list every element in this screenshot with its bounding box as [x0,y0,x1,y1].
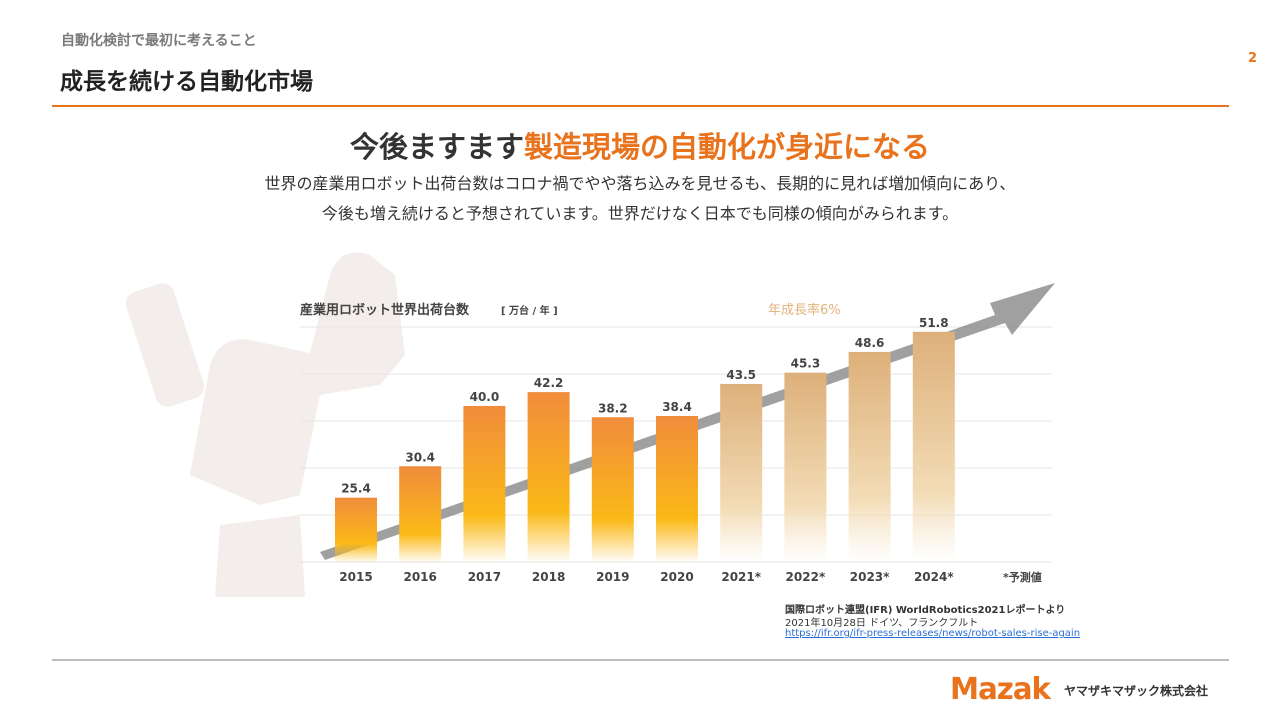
headline: 今後ますます製造現場の自動化が身近になる [0,124,1280,166]
chart-x-tick-label: 2018 [532,570,565,584]
robot-arm-silhouette [125,252,405,597]
chart-x-tick-label: 2021* [721,570,761,584]
chart-value-label: 25.4 [341,482,371,496]
chart-bar-2016 [399,466,442,563]
body-text-line-2: 今後も増え続けると予想されています。世界だけなく日本でも同様の傾向がみられます。 [321,204,959,223]
chart-x-tick-label: 2022* [786,570,826,584]
chart-value-label: 38.4 [662,400,692,414]
source-link[interactable]: https://ifr.org/ifr-press-releases/news/… [785,628,1081,639]
growth-rate-annotation: 年成長率6% [768,302,841,318]
mazak-logo: Mazak [950,672,1052,704]
chart-x-tick-label: 2016 [403,570,436,584]
chart-value-label: 48.6 [855,336,885,350]
chart-bar-2022 [784,372,827,563]
source-citation: 国際ロボット連盟(IFR) WorldRobotics2021レポートより [785,605,1066,616]
chart-x-tick-label: 2015 [339,570,372,584]
chart-value-label: 42.2 [534,376,564,390]
chart-x-tick-labels: 2015 2016 2017 2018 2019 2020 2021* 2022* 2023* 2… [339,570,954,584]
section-kicker: 自動化検討で最初に考えること [61,33,257,49]
chart-value-labels: 25.4 30.4 40.0 42.2 38.2 38.4 43.5 45.3 48.6 51.8 [341,316,948,496]
chart-bar-2015 [335,497,377,563]
chart-bar-2024 [912,331,955,563]
chart-x-tick-label: 2023* [850,570,890,584]
svg-text:Mazak: Mazak [950,672,1052,704]
chart-unit-label: [ 万台 / 年 ] [501,304,558,317]
chart-title: 産業用ロボット世界出荷台数 [300,302,470,318]
chart-value-label: 40.0 [470,390,500,404]
chart-value-label: 51.8 [919,316,949,330]
chart-bar-2023 [848,351,891,563]
chart-bar-2021 [720,383,763,563]
chart-bar-2019 [591,417,634,563]
chart-x-tick-label: 2020 [660,570,693,584]
slide-title: 成長を続ける自動化市場 [60,69,313,95]
robot-shipments-chart: 産業用ロボット世界出荷台数 [ 万台 / 年 ] 年成長率6% 25.4 30.4… [125,252,1055,597]
header-divider [52,105,1229,107]
chart-value-label: 38.2 [598,401,628,415]
chart-bar-2018 [527,392,570,563]
chart-x-tick-label: 2024* [914,570,954,584]
company-name: ヤマザキマザック株式会社 [1064,684,1209,698]
chart-bar-2020 [656,416,698,563]
chart-value-label: 45.3 [791,357,821,371]
headline-highlight: 製造現場の自動化が身近になる [524,130,931,164]
chart-x-tick-label: 2019 [596,570,629,584]
footer-divider [52,659,1229,661]
chart-bar-2017 [463,405,506,563]
chart-bars [335,331,955,563]
forecast-note: *予測値 [1003,570,1042,584]
chart-value-label: 30.4 [405,450,435,464]
chart-x-tick-label: 2017 [468,570,501,584]
source-date: 2021年10月28日 ドイツ、フランクフルト [785,618,979,629]
page-number: 2 [1248,51,1258,66]
chart-value-label: 43.5 [726,368,756,382]
headline-lead: 今後ますます [349,130,524,164]
body-text-line-1: 世界の産業用ロボット出荷台数はコロナ禍でやや落ち込みを見せるも、長期的に見れば増… [264,174,1016,193]
